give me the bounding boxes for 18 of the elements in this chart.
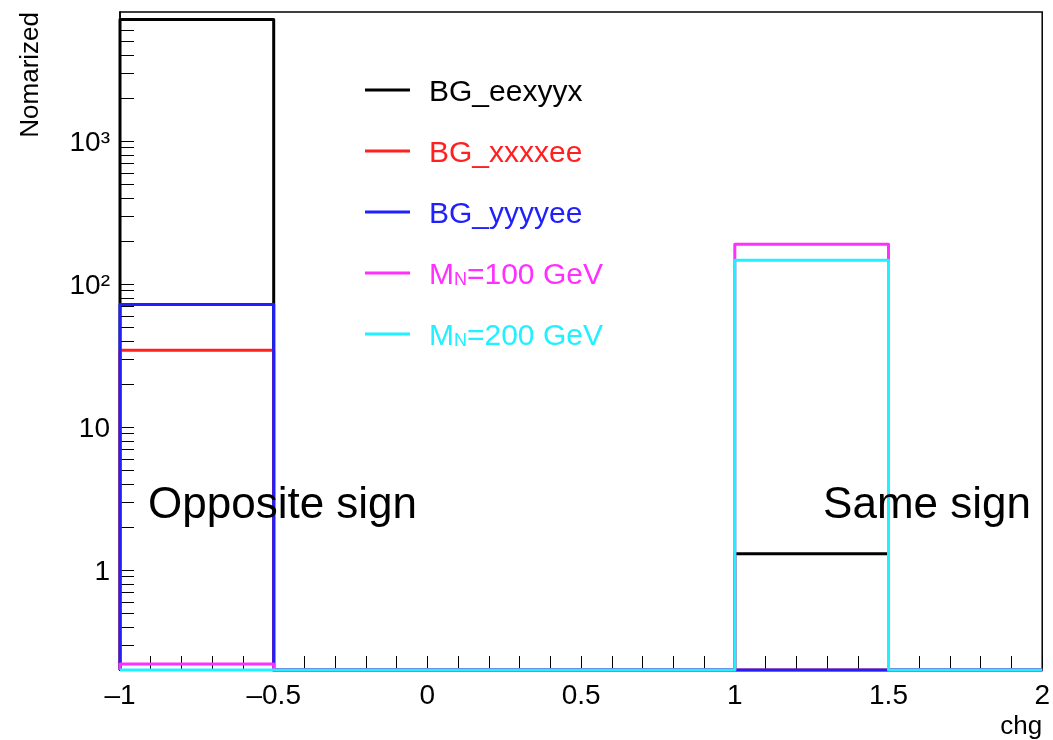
x-tick-label: –1: [104, 678, 136, 710]
y-tick-label: 1: [94, 554, 110, 586]
legend-label: BG_eexyyx: [429, 73, 583, 107]
legend-label: MN=200 GeV: [429, 317, 603, 351]
x-tick-label: 0.5: [561, 678, 601, 710]
x-tick-label: –0.5: [246, 678, 301, 710]
x-tick-label: 0: [419, 678, 436, 710]
x-tick-label: 1.5: [869, 678, 908, 710]
y-axis-title: Nomarized: [14, 12, 44, 138]
y-tick-label: 10: [78, 411, 110, 443]
x-axis-title: chg: [1000, 710, 1043, 740]
y-tick-label: 10²: [69, 268, 110, 300]
x-tick-label: 2: [1034, 678, 1050, 710]
legend-label: MN=100 GeV: [429, 256, 603, 290]
legend-label: BG_yyyyee: [429, 195, 583, 229]
y-tick-label: 10³: [69, 125, 110, 157]
x-tick-label: 1: [727, 678, 743, 710]
legend-label: BG_xxxxee: [429, 134, 583, 168]
